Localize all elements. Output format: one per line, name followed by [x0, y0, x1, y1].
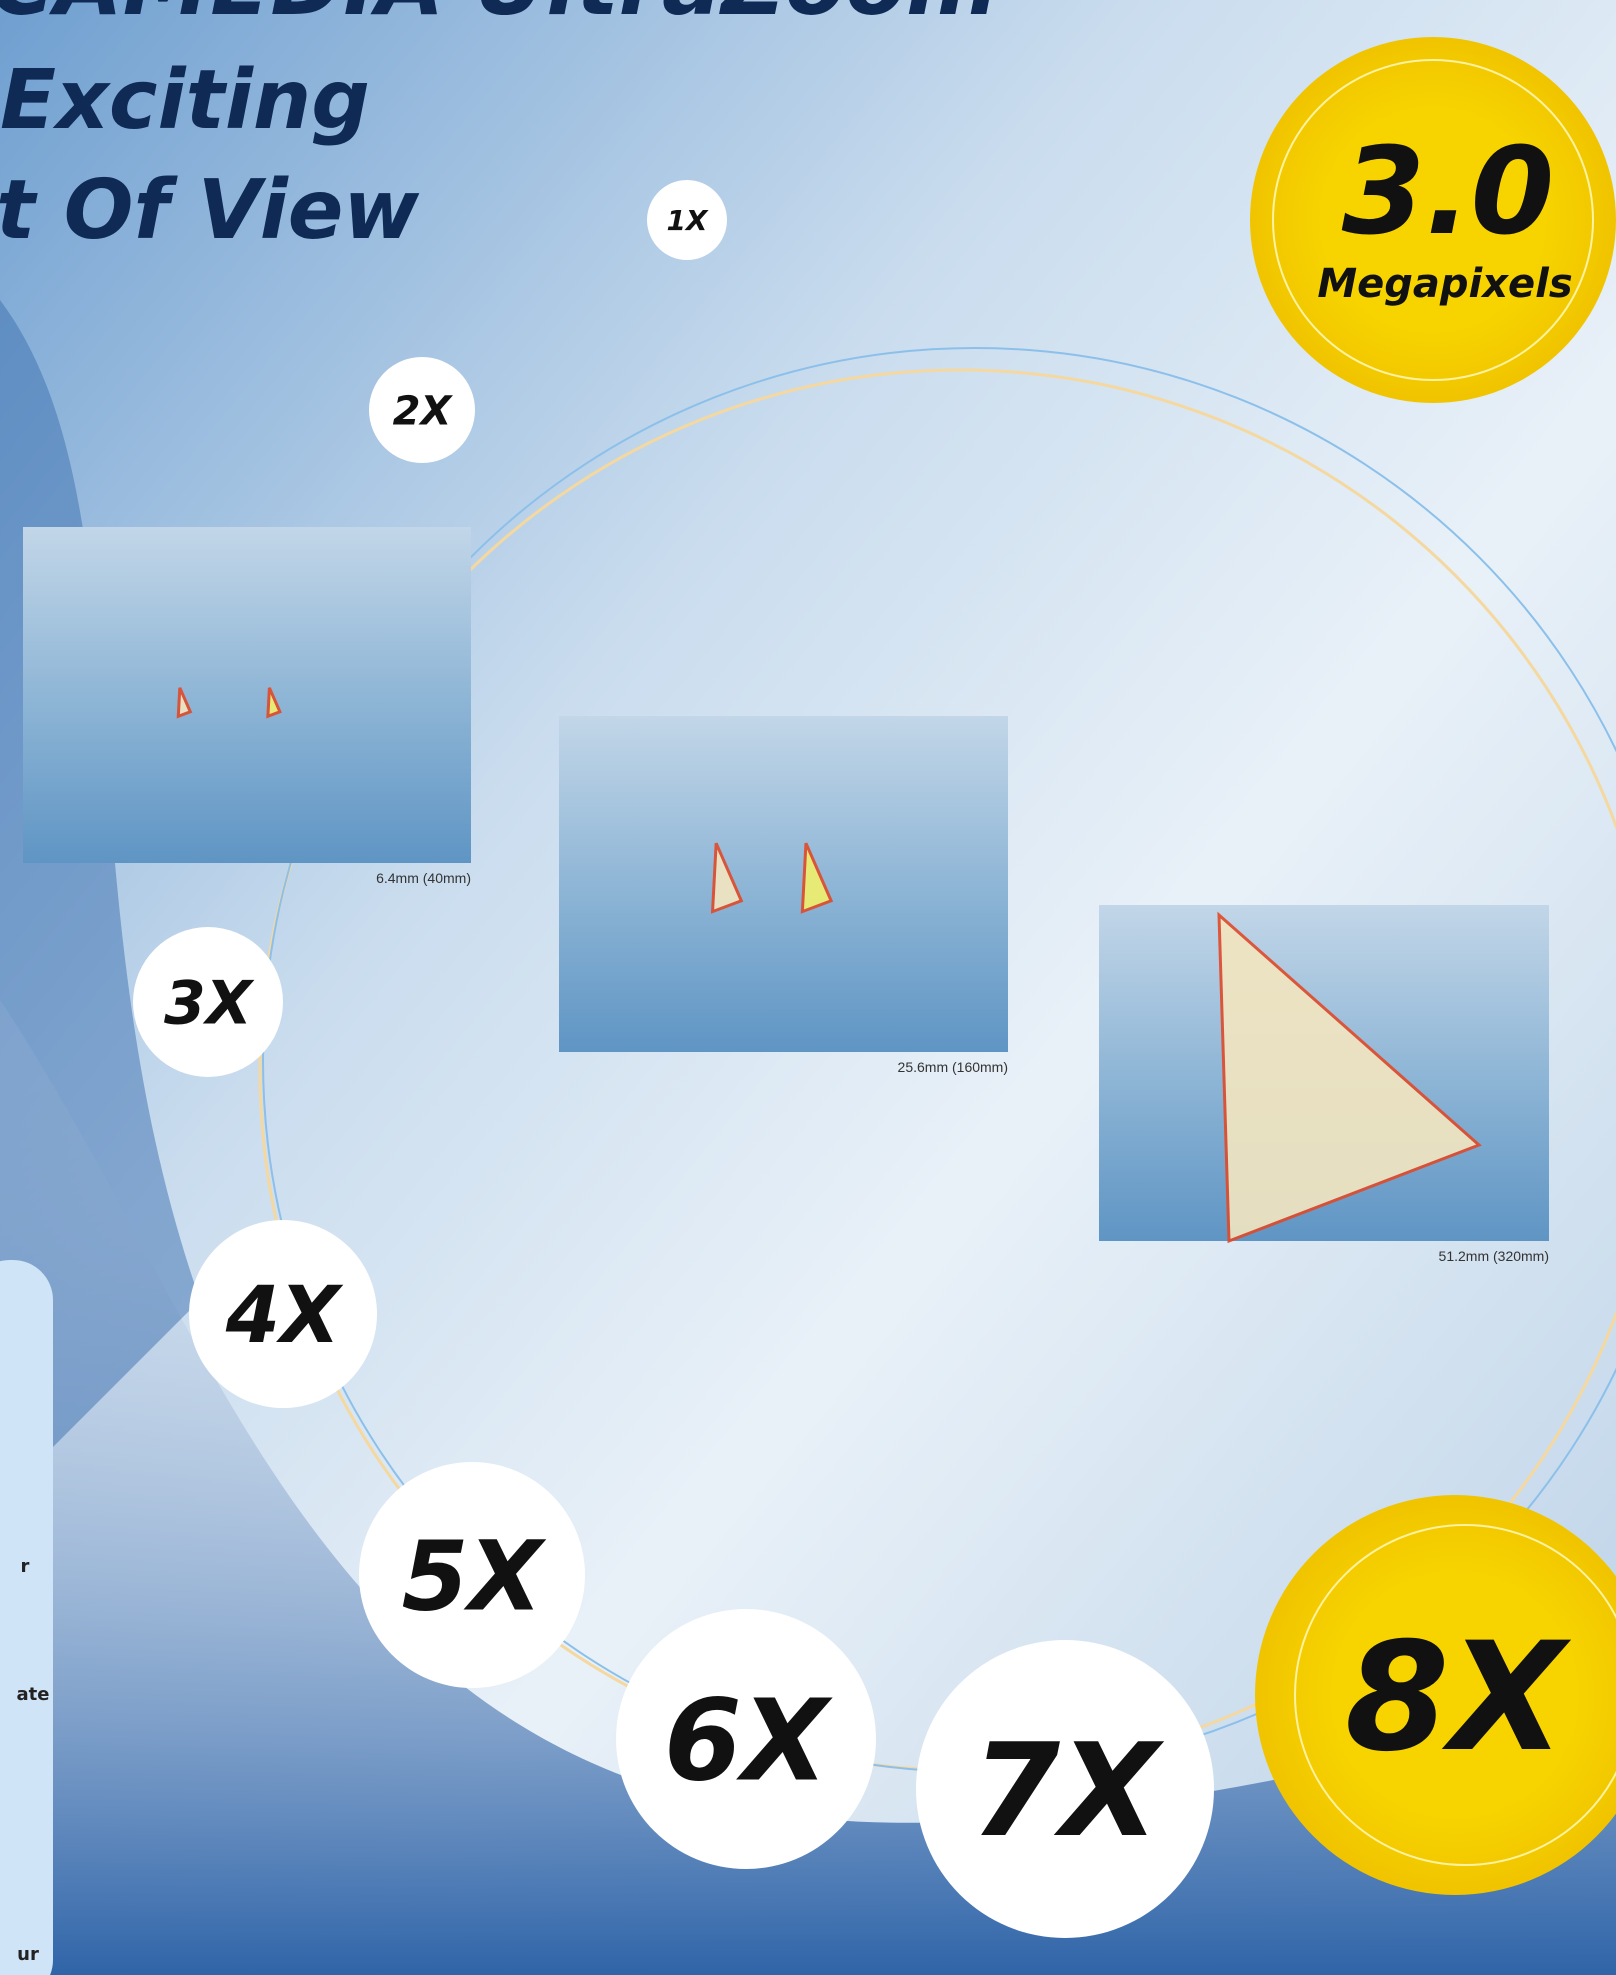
zoom-label: 4X — [225, 1271, 344, 1361]
photo-caption: 6.4mm (40mm) — [376, 870, 471, 886]
zoom-label: 8X — [1345, 1611, 1571, 1785]
zoom-label: 7X — [971, 1717, 1164, 1866]
title-line: Exciting — [0, 53, 370, 148]
photo — [559, 716, 1008, 1052]
panel-text: ate — [17, 1684, 50, 1705]
photo-caption: 51.2mm (320mm) — [1439, 1248, 1549, 1264]
badge-value: 3.0 — [1342, 123, 1555, 262]
zoom-label: 1X — [666, 204, 708, 237]
brochure-page: 6.4mm (40mm) 25.6mm (160mm) 51.2mm (320mm)… — [0, 0, 1616, 1975]
zoom-label: 6X — [664, 1676, 833, 1806]
zoom-label: 2X — [393, 388, 454, 434]
title-line: t Of View — [0, 163, 419, 258]
zoom-label: 5X — [402, 1521, 547, 1633]
photo-caption: 25.6mm (160mm) — [898, 1059, 1008, 1075]
photo — [23, 527, 471, 863]
title-line: CAMEDIA UltraZoom — [0, 0, 998, 35]
panel-text: ur — [17, 1944, 39, 1965]
zoom-label: 3X — [164, 969, 255, 1039]
badge-label: Megapixels — [1317, 261, 1572, 307]
side-panel — [0, 1260, 53, 1975]
panel-text: r — [21, 1556, 30, 1577]
